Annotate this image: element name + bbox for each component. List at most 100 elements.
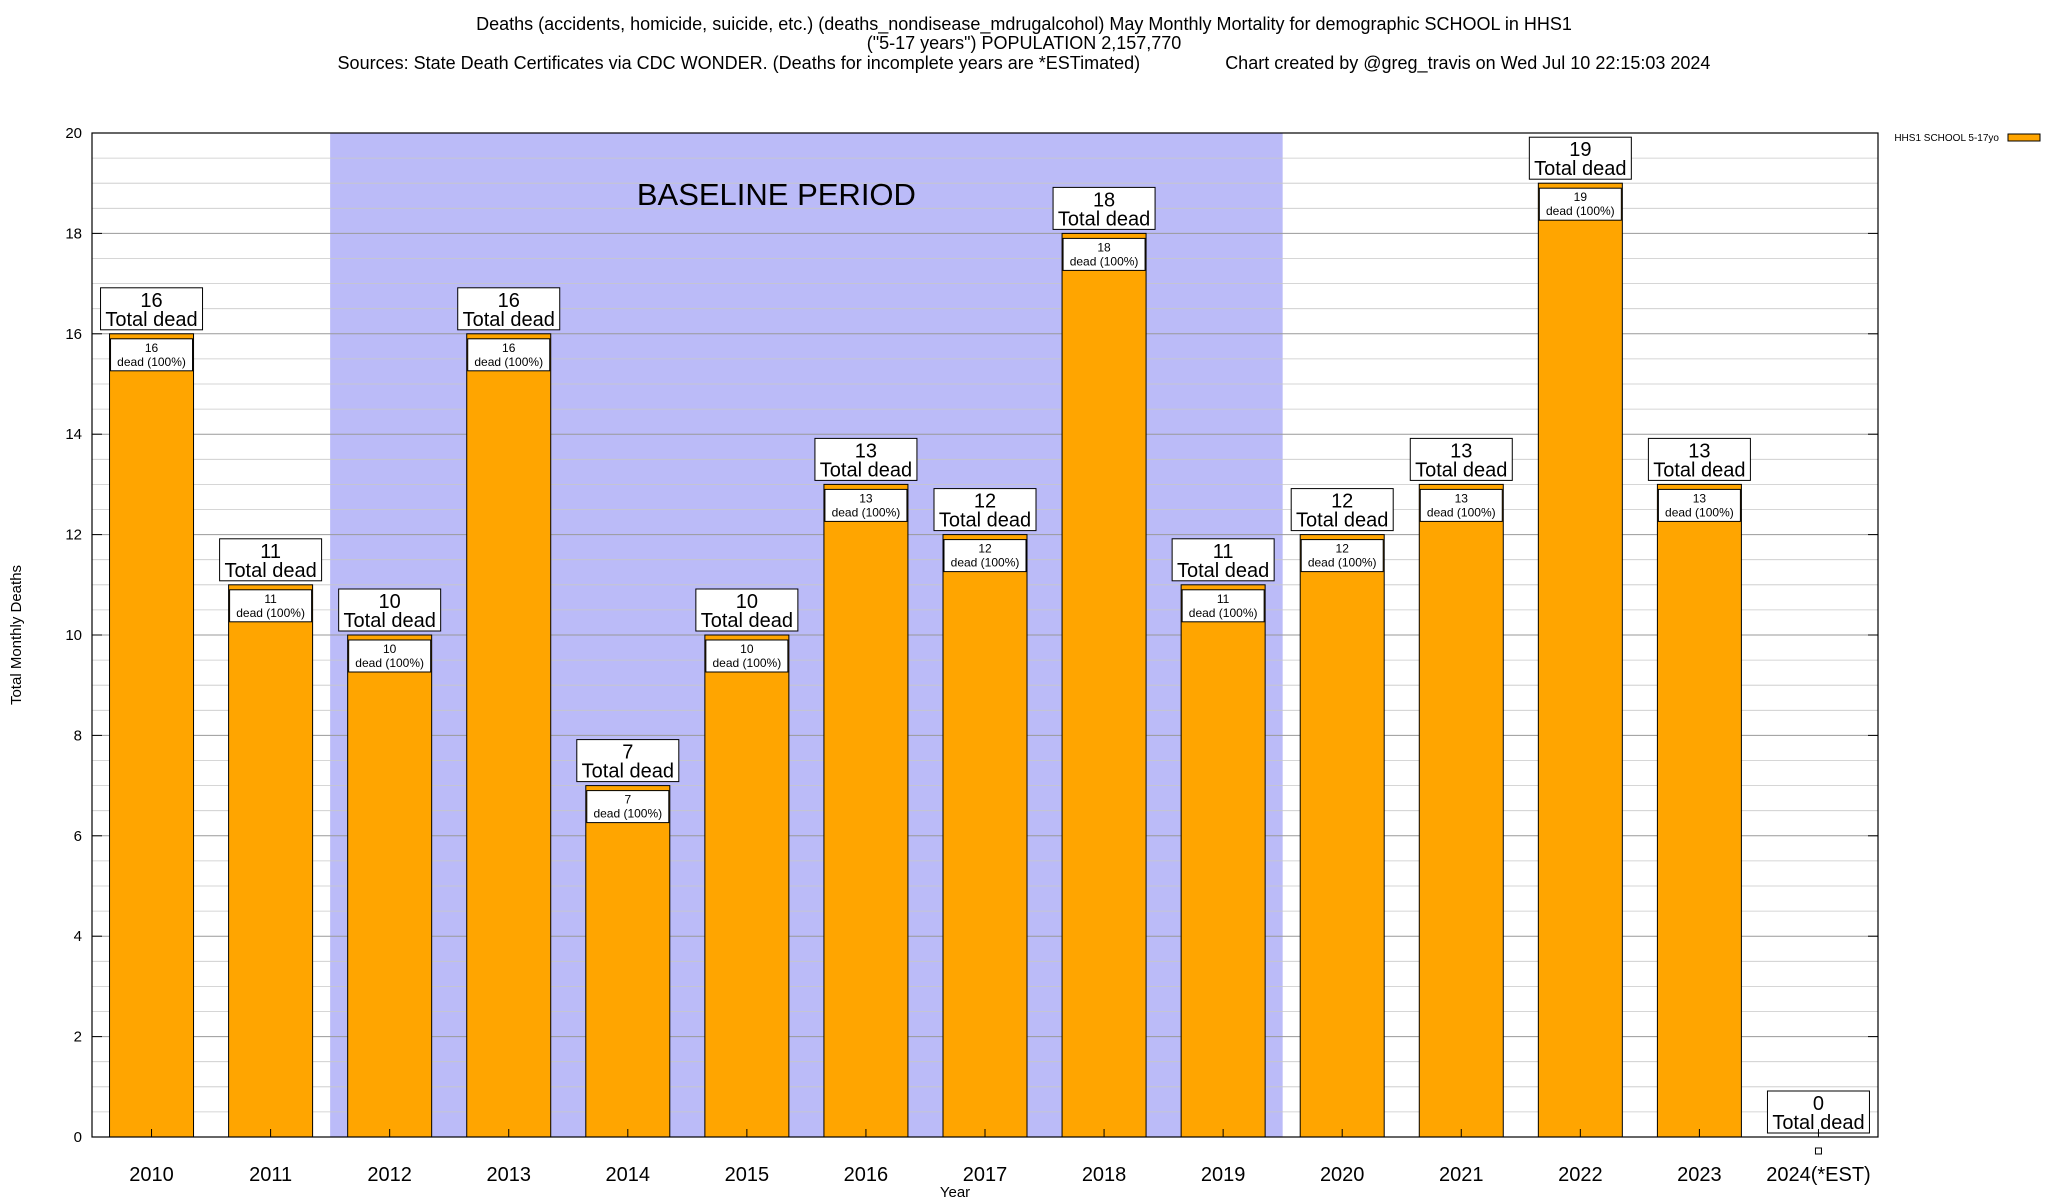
x-tick-label: 2012 — [367, 1164, 412, 1186]
y-tick-label: 12 — [65, 527, 82, 544]
zero-marker — [1814, 1147, 1822, 1155]
inner-label-box — [586, 790, 670, 824]
x-tick-label: 2013 — [486, 1164, 531, 1186]
credit-text: Chart created by @greg_travis on Wed Jul… — [1225, 53, 1711, 73]
inner-label-value: 12 — [978, 542, 992, 556]
x-tick-label: 2014 — [606, 1164, 651, 1186]
total-label-value: 11 — [260, 541, 281, 563]
x-tick-label: 2016 — [844, 1164, 889, 1186]
inner-label-box — [348, 639, 432, 673]
bar-2020 — [1299, 534, 1385, 1138]
inner-label-text: dead (100%) — [1189, 606, 1258, 620]
total-label-box — [1647, 437, 1751, 481]
inner-label-text: dead (100%) — [1308, 556, 1377, 570]
total-label-value: 10 — [736, 591, 758, 613]
bar-2023 — [1656, 483, 1742, 1138]
inner-label-value: 13 — [1455, 491, 1469, 505]
bar-2017 — [942, 534, 1028, 1138]
total-label-text: Total dead — [939, 510, 1031, 532]
inner-label-value: 18 — [1097, 240, 1111, 254]
x-tick-label: 2015 — [725, 1164, 770, 1186]
x-tick-label: 2024(*EST) — [1766, 1164, 1871, 1186]
total-label-value: 16 — [498, 290, 520, 312]
inner-label-value: 16 — [502, 341, 516, 355]
total-label-value: 12 — [974, 491, 996, 513]
total-label-text: Total dead — [1177, 560, 1269, 582]
total-label-value: 13 — [1450, 440, 1472, 462]
total-label-text: Total dead — [1296, 510, 1388, 532]
x-tick-label: 2023 — [1677, 1164, 1722, 1186]
bar-2014 — [585, 785, 671, 1138]
inner-label-value: 12 — [1336, 542, 1350, 556]
total-label-text: Total dead — [1415, 459, 1507, 481]
bar-2015 — [704, 634, 790, 1138]
sources-text: Sources: State Death Certificates via CD… — [337, 53, 1141, 73]
total-label-text: Total dead — [1653, 459, 1745, 481]
bar-2013 — [466, 333, 552, 1138]
total-label-text: Total dead — [820, 459, 912, 481]
x-tick-label: 2022 — [1558, 1164, 1603, 1186]
total-label-value: 12 — [1331, 491, 1353, 513]
total-label-box — [1766, 1090, 1870, 1134]
inner-label-text: dead (100%) — [1070, 254, 1139, 268]
y-axis-title: Total Monthly Deaths — [8, 565, 25, 705]
total-label-text: Total dead — [1534, 158, 1626, 180]
inner-label-box — [1419, 488, 1503, 522]
inner-label-text: dead (100%) — [355, 656, 424, 670]
total-label-box — [1290, 488, 1394, 532]
inner-label-text: dead (100%) — [1546, 204, 1615, 218]
bar-2011 — [228, 584, 314, 1138]
total-label-text: Total dead — [1772, 1112, 1864, 1134]
total-label-value: 16 — [140, 290, 162, 312]
total-label-box — [338, 588, 442, 632]
total-label-value: 7 — [622, 742, 633, 764]
baseline-period-label: BASELINE PERIOD — [637, 177, 916, 212]
inner-label-value: 11 — [264, 592, 277, 606]
bar-2010 — [109, 333, 195, 1138]
total-label-text: Total dead — [224, 560, 316, 582]
total-label-text: Total dead — [463, 309, 555, 331]
total-label-value: 10 — [379, 591, 401, 613]
inner-label-text: dead (100%) — [474, 355, 543, 369]
inner-label-value: 19 — [1574, 190, 1588, 204]
inner-label-value: 13 — [1693, 491, 1707, 505]
bar-2021 — [1418, 483, 1504, 1138]
inner-label-value: 10 — [740, 642, 754, 656]
inner-label-text: dead (100%) — [117, 355, 186, 369]
total-label-box — [933, 488, 1037, 532]
inner-label-text: dead (100%) — [1427, 505, 1496, 519]
legend-swatch — [2007, 133, 2041, 142]
x-tick-label: 2018 — [1082, 1164, 1127, 1186]
legend-label: HHS1 SCHOOL 5-17yo — [1894, 133, 1999, 144]
y-tick-label: 10 — [65, 627, 82, 644]
y-tick-label: 20 — [65, 125, 82, 142]
total-label-box — [1052, 186, 1156, 230]
y-tick-label: 4 — [74, 928, 82, 945]
inner-label-box — [824, 488, 908, 522]
bar-2016 — [823, 483, 909, 1138]
inner-label-box — [229, 589, 313, 623]
total-label-box — [457, 287, 561, 331]
total-label-text: Total dead — [1058, 208, 1150, 230]
total-label-value: 13 — [1688, 440, 1710, 462]
plot-frame — [91, 132, 1879, 1138]
total-label-value: 13 — [855, 440, 877, 462]
bar-2012 — [347, 634, 433, 1138]
inner-label-text: dead (100%) — [236, 606, 305, 620]
inner-label-text: dead (100%) — [713, 656, 782, 670]
total-label-text: Total dead — [701, 610, 793, 632]
total-label-box — [1409, 437, 1513, 481]
total-label-box — [100, 287, 204, 331]
x-tick-label: 2019 — [1201, 1164, 1246, 1186]
inner-label-value: 7 — [624, 793, 631, 807]
total-label-box — [219, 538, 323, 582]
y-tick-label: 16 — [65, 326, 82, 343]
x-tick-label: 2021 — [1439, 1164, 1484, 1186]
inner-label-box — [705, 639, 789, 673]
total-label-box — [695, 588, 799, 632]
y-tick-label: 8 — [74, 727, 82, 744]
inner-label-box — [1538, 187, 1622, 221]
y-tick-label: 6 — [74, 828, 82, 845]
bar-2018 — [1061, 232, 1147, 1138]
chart-sources: Sources: State Death Certificates via CD… — [0, 53, 2048, 74]
